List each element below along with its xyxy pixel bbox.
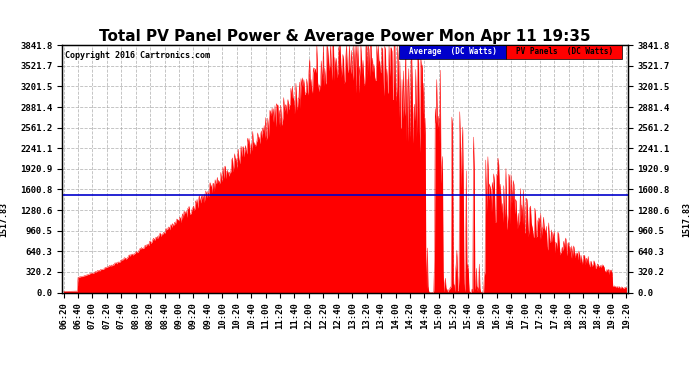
Text: Copyright 2016 Cartronics.com: Copyright 2016 Cartronics.com [65,51,210,60]
Text: PV Panels  (DC Watts): PV Panels (DC Watts) [515,47,613,56]
Text: 1517.83: 1517.83 [682,202,690,237]
Text: 1517.83: 1517.83 [0,202,8,237]
FancyBboxPatch shape [506,45,622,58]
Title: Total PV Panel Power & Average Power Mon Apr 11 19:35: Total PV Panel Power & Average Power Mon… [99,29,591,44]
Text: Average  (DC Watts): Average (DC Watts) [408,47,496,56]
FancyBboxPatch shape [399,45,506,58]
